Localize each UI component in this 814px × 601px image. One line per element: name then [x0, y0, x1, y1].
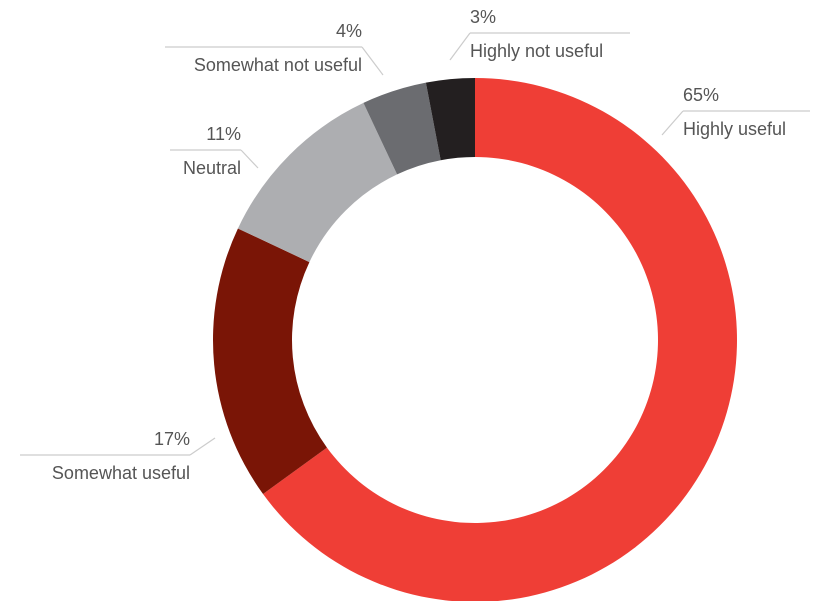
donut-slice: [363, 82, 441, 175]
leader-line: [661, 110, 684, 136]
leader-line: [361, 46, 384, 76]
value-label: 3%: [470, 7, 496, 27]
leader-line: [189, 437, 216, 456]
leader-line: [449, 32, 471, 61]
donut-slice: [425, 78, 475, 161]
category-label: Somewhat useful: [52, 463, 190, 483]
value-label: 4%: [336, 21, 362, 41]
value-label: 65%: [683, 85, 719, 105]
category-label: Highly useful: [683, 119, 786, 139]
category-label: Somewhat not useful: [194, 55, 362, 75]
value-label: 11%: [206, 124, 241, 144]
donut-slice: [213, 228, 327, 494]
category-label: Highly not useful: [470, 41, 603, 61]
leader-line: [240, 149, 259, 169]
donut-slice: [263, 78, 737, 601]
value-label: 17%: [154, 429, 190, 449]
donut-slice: [237, 102, 398, 263]
category-label: Neutral: [183, 158, 241, 178]
